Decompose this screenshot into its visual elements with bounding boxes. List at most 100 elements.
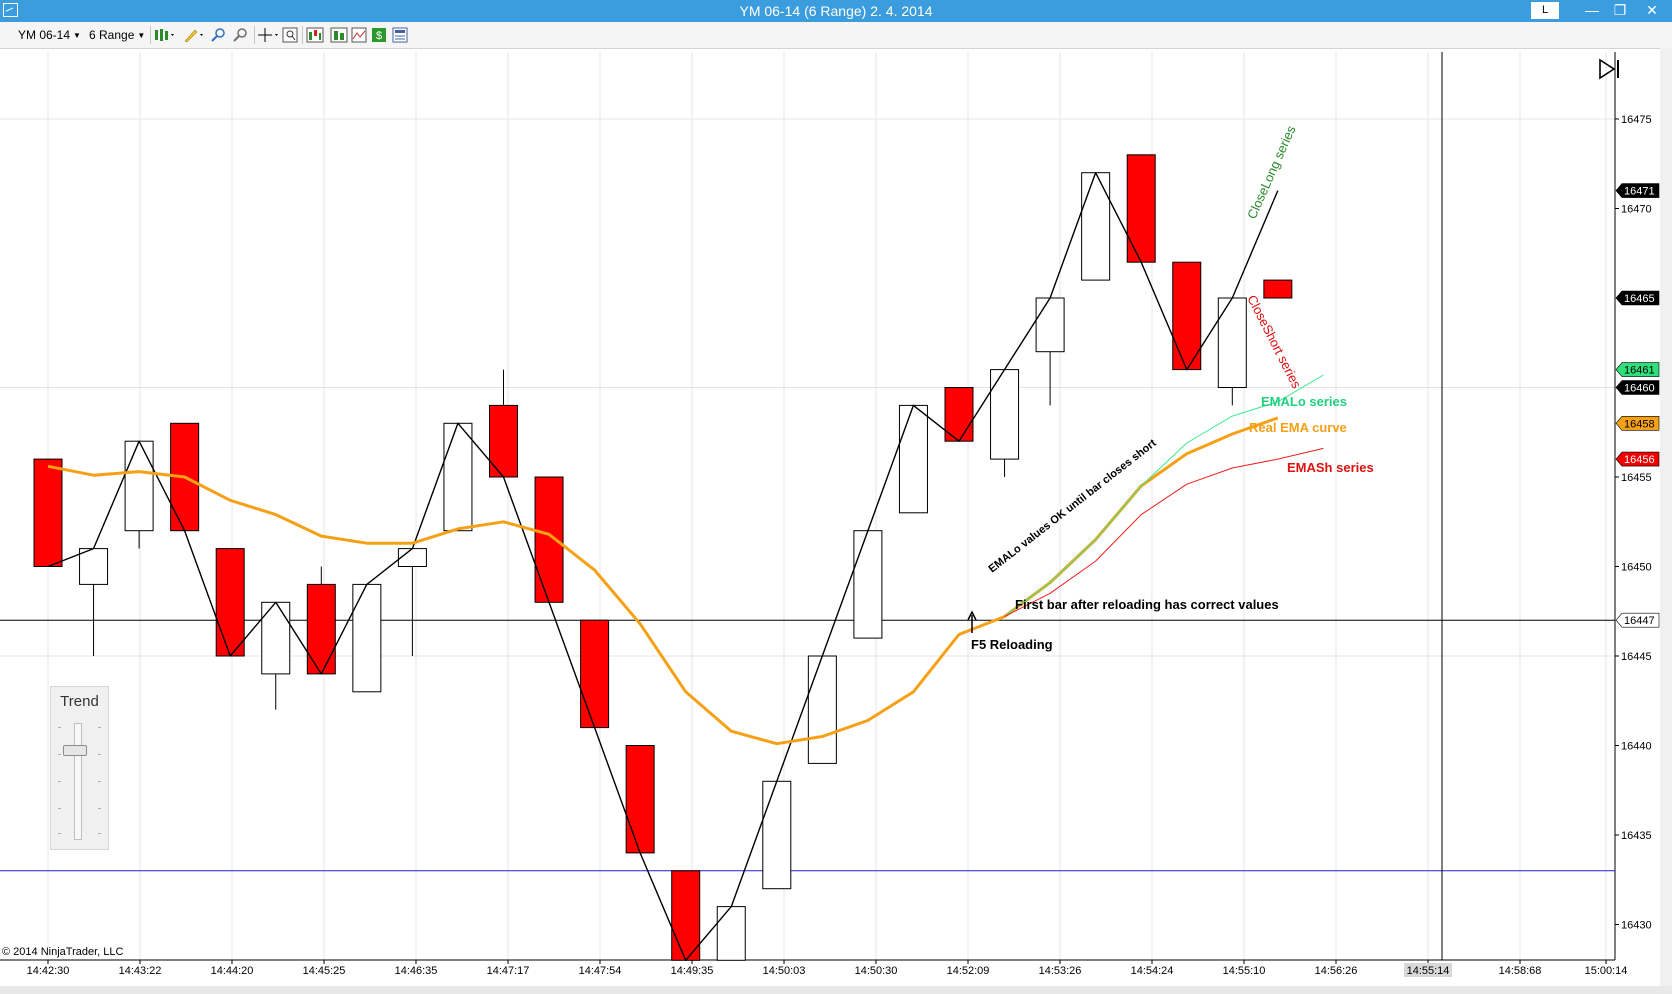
candle — [1126, 154, 1156, 263]
price-marker-label: 16456 — [1624, 454, 1655, 466]
price-marker-label: 16447 — [1624, 615, 1655, 627]
slider-tick — [58, 808, 61, 809]
trend-panel: Trend — [50, 686, 109, 850]
title-bar: YM 06-14 (6 Range) 2. 4. 2014 L — ❐ ✕ — [0, 0, 1672, 22]
properties-icon[interactable] — [392, 27, 408, 43]
price-marker — [1615, 362, 1660, 377]
annotation-f5-reloading: F5 Reloading — [971, 637, 1053, 652]
price-marker — [1615, 612, 1660, 628]
drawing-tool-icon[interactable] — [183, 27, 205, 43]
toolbar-divider — [254, 26, 255, 44]
trend-label: Trend — [60, 693, 99, 710]
skip-to-end-icon[interactable] — [1599, 58, 1619, 80]
period-dropdown[interactable]: 6 Range ▼ — [89, 26, 145, 44]
trend-slider-track[interactable] — [74, 723, 82, 840]
slider-tick — [98, 727, 101, 728]
slider-tick — [98, 833, 101, 834]
time-tick-label: 14:47:54 — [579, 965, 622, 977]
price-marker-label: 16465 — [1624, 293, 1655, 305]
data-box-icon[interactable]: $ — [371, 27, 387, 43]
price-tick-label: 16475 — [1621, 114, 1652, 126]
candle — [762, 780, 792, 890]
candle — [397, 548, 427, 567]
price-tick-label: 16440 — [1621, 741, 1652, 753]
up-arrow-icon — [967, 610, 977, 621]
candle — [215, 548, 245, 657]
language-indicator[interactable]: L — [1531, 2, 1559, 19]
candle — [580, 619, 610, 729]
vertical-scrollbar[interactable] — [1660, 48, 1672, 986]
candle — [625, 745, 655, 854]
indicators-icon[interactable] — [306, 27, 324, 43]
time-tick-label: 14:56:26 — [1315, 965, 1358, 977]
time-tick-label: 14:49:35 — [671, 965, 714, 977]
candle — [898, 404, 928, 514]
price-marker-label: 16471 — [1624, 186, 1655, 198]
candle — [124, 440, 154, 532]
chevron-down-icon: ▼ — [73, 30, 81, 40]
crosshair-icon[interactable] — [258, 27, 280, 43]
app-icon[interactable] — [3, 3, 18, 17]
annotation-emalo: EMALo series — [1261, 394, 1347, 409]
slider-tick — [98, 808, 101, 809]
time-tick-label: 14:50:03 — [763, 965, 806, 977]
search-icon[interactable] — [282, 27, 298, 43]
time-tick-label: 14:43:22 — [119, 965, 162, 977]
restore-button[interactable]: ❐ — [1613, 2, 1627, 18]
slider-tick — [98, 754, 101, 755]
price-tick-label: 16455 — [1621, 472, 1652, 484]
candle — [853, 530, 883, 639]
copyright-notice: © 2014 NinjaTrader, LLC — [2, 946, 124, 958]
price-marker — [1615, 416, 1660, 431]
indicator-series — [47, 172, 1324, 961]
annotation-closeshort: CloseShort series — [1244, 293, 1304, 392]
price-tick-label: 16430 — [1621, 920, 1652, 932]
toolbar-divider — [302, 26, 303, 44]
candle — [1217, 297, 1247, 388]
candle — [443, 422, 473, 532]
close-button[interactable]: ✕ — [1646, 2, 1658, 18]
candlestick-series — [33, 154, 1293, 961]
price-tick-label: 16450 — [1621, 562, 1652, 574]
time-highlight — [1404, 963, 1452, 977]
price-markers: 16471 16465 16461 16460 16458 16456 16447 — [1615, 183, 1660, 628]
chart-properties-icon[interactable] — [351, 27, 367, 43]
chart-grid — [0, 52, 1616, 961]
indicator-line — [1004, 447, 1324, 618]
time-tick-label: 14:42:30 — [27, 965, 70, 977]
candle — [1081, 172, 1111, 281]
chevron-down-icon: ▼ — [137, 30, 146, 40]
trend-slider-thumb[interactable] — [63, 745, 87, 756]
time-tick-label: 14:44:20 — [211, 965, 254, 977]
price-marker-label: 16460 — [1624, 383, 1655, 395]
annotation-emash: EMASh series — [1287, 460, 1374, 475]
zoom-out-icon[interactable] — [232, 27, 248, 43]
toolbar-divider — [150, 26, 151, 44]
time-tick-label: 14:55:10 — [1223, 965, 1266, 977]
period-label: 6 Range — [89, 28, 135, 42]
minimize-button[interactable]: — — [1585, 2, 1599, 18]
zoom-in-icon[interactable] — [210, 27, 226, 43]
time-tick-label: 14:55:14 — [1407, 965, 1450, 977]
price-marker — [1615, 380, 1660, 395]
price-tick-label: 16470 — [1621, 204, 1652, 216]
candle — [33, 458, 63, 568]
slider-tick — [58, 754, 61, 755]
instrument-label: YM 06-14 — [18, 28, 71, 42]
price-chart[interactable]: CloseLong series CloseShort series EMALo… — [0, 48, 1672, 994]
instrument-dropdown[interactable]: YM 06-14 ▼ — [18, 26, 81, 44]
time-tick-label: 14:54:24 — [1131, 965, 1174, 977]
indicator-line — [47, 172, 1279, 961]
time-tick-label: 14:52:09 — [947, 965, 990, 977]
strategies-icon[interactable] — [330, 27, 348, 43]
annotation-real-ema: Real EMA curve — [1249, 420, 1347, 435]
price-marker-label: 16461 — [1624, 365, 1655, 377]
candle — [79, 548, 109, 585]
horizontal-scrollbar[interactable] — [0, 986, 1672, 994]
indicator-line — [1004, 374, 1324, 618]
time-tick-label: 14:45:25 — [303, 965, 346, 977]
annotation-first-bar: First bar after reloading has correct va… — [1015, 597, 1279, 612]
candle — [534, 476, 564, 603]
candle — [306, 583, 336, 675]
bar-style-icon[interactable] — [154, 27, 176, 43]
